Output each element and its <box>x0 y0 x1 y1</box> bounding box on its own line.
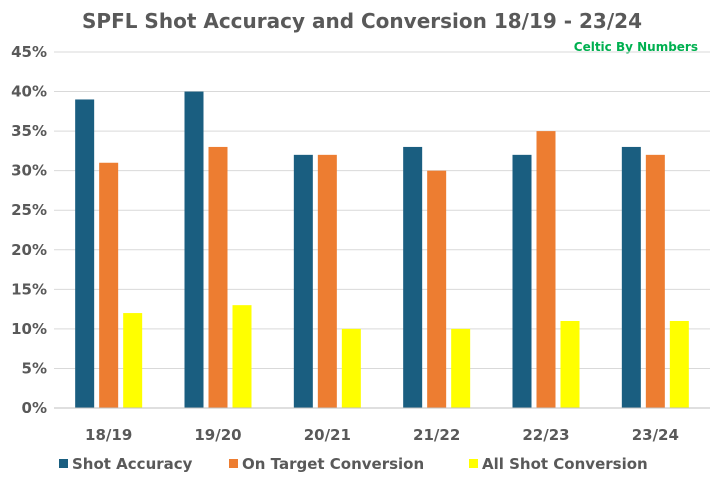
legend: Shot Accuracy On Target Conversion All Sho… <box>59 455 648 473</box>
y-tick-label: 45% <box>11 43 47 61</box>
legend-swatch <box>229 459 238 468</box>
x-tick-label: 18/19 <box>85 426 132 444</box>
y-tick-label: 40% <box>11 83 47 101</box>
bar-shot-accuracy <box>621 146 641 408</box>
legend-label: On Target Conversion <box>242 455 424 473</box>
y-tick-label: 35% <box>11 122 47 140</box>
y-tick-label: 5% <box>22 359 47 377</box>
y-axis-ticks: 0% 5% 10% 15% 20% 25% 30% 35% 40% 45% <box>11 43 47 417</box>
legend-label: Shot Accuracy <box>72 455 193 473</box>
bar-shot-accuracy <box>184 91 204 409</box>
bar-shot-accuracy <box>512 154 532 408</box>
legend-swatch <box>59 459 68 468</box>
gridlines <box>54 51 710 369</box>
legend-swatch <box>469 459 478 468</box>
watermark-label: Celtic By Numbers <box>574 40 698 54</box>
bar-all-shot-conversion <box>451 328 471 408</box>
bar-shot-accuracy <box>75 99 95 408</box>
bar-on-target-conversion <box>208 146 228 408</box>
bar-on-target-conversion <box>645 154 665 408</box>
bar-on-target-conversion <box>427 170 447 408</box>
x-tick-label: 21/22 <box>413 426 460 444</box>
x-tick-label: 22/23 <box>522 426 569 444</box>
bar-on-target-conversion <box>536 131 556 408</box>
chart-title: SPFL Shot Accuracy and Conversion 18/19 … <box>82 9 642 33</box>
y-tick-label: 25% <box>11 201 47 219</box>
bar-all-shot-conversion <box>560 320 580 408</box>
bar-on-target-conversion <box>99 162 119 408</box>
y-tick-label: 15% <box>11 280 47 298</box>
bars <box>75 91 689 409</box>
bar-all-shot-conversion <box>669 320 689 408</box>
bar-on-target-conversion <box>317 154 337 408</box>
x-tick-label: 19/20 <box>194 426 241 444</box>
bar-all-shot-conversion <box>341 328 361 408</box>
x-tick-label: 20/21 <box>304 426 351 444</box>
y-tick-label: 30% <box>11 162 47 180</box>
x-tick-label: 23/24 <box>632 426 679 444</box>
legend-label: All Shot Conversion <box>482 455 648 473</box>
bar-all-shot-conversion <box>232 305 252 408</box>
y-tick-label: 10% <box>11 320 47 338</box>
x-axis-ticks: 18/19 19/20 20/21 21/22 22/23 23/24 <box>85 426 679 444</box>
bar-shot-accuracy <box>403 146 423 408</box>
y-tick-label: 20% <box>11 241 47 259</box>
y-tick-label: 0% <box>22 399 47 417</box>
bar-shot-accuracy <box>293 154 313 408</box>
bar-all-shot-conversion <box>123 313 143 408</box>
